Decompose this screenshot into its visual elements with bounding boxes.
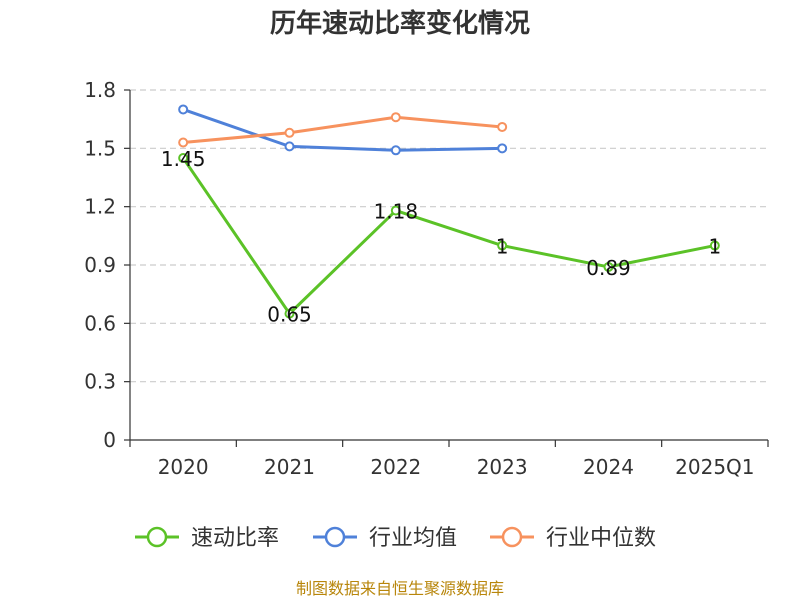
y-tick-label: 0 [103, 428, 116, 452]
data-label: 1 [708, 235, 721, 259]
legend-item: 行业中位数 [490, 526, 656, 551]
data-label: 0.89 [586, 256, 631, 280]
grid-lines [130, 89, 768, 383]
source-note: 制图数据来自恒生聚源数据库 [296, 579, 504, 598]
x-tick-label: 2023 [477, 455, 528, 479]
series-lines [178, 104, 720, 319]
y-tick-label: 0.3 [84, 370, 116, 394]
data-labels: 1.45 0.65 1.18 1 0.89 1 [161, 147, 721, 327]
x-tick-label: 2021 [264, 455, 315, 479]
legend-item: 行业均值 [313, 526, 457, 551]
series-line-2 [183, 115, 503, 144]
data-label: 1 [496, 235, 509, 259]
y-tick-label: 1.8 [84, 78, 116, 102]
data-point [709, 240, 720, 251]
data-point [284, 127, 295, 138]
data-point [390, 112, 401, 123]
data-point [178, 137, 189, 148]
x-tick-label: 2020 [158, 455, 209, 479]
legend-item: 速动比率 [135, 526, 279, 551]
legend: 速动比率 行业均值 行业中位数 [135, 526, 656, 551]
data-point [178, 153, 189, 164]
data-point [390, 205, 401, 216]
x-tick-label: 2024 [583, 455, 634, 479]
legend-marker [146, 526, 168, 548]
data-point [284, 308, 295, 319]
data-label: 1.18 [374, 200, 419, 224]
y-tick-label: 0.6 [84, 311, 116, 335]
data-point [497, 121, 508, 132]
data-point [178, 104, 189, 115]
data-point [284, 141, 295, 152]
data-label: 0.65 [267, 303, 312, 327]
legend-label: 速动比率 [191, 526, 279, 551]
data-label: 1.45 [161, 147, 206, 171]
axes: 0 0.3 0.6 0.9 1.2 1.5 1.8 2020 2021 2022 2023 2024 2… [84, 78, 769, 479]
series-line-0 [181, 157, 716, 316]
y-tick-label: 1.2 [84, 195, 116, 219]
y-tick-label: 1.5 [84, 136, 116, 160]
legend-marker [501, 526, 523, 548]
legend-label: 行业均值 [369, 526, 457, 551]
data-point [603, 261, 614, 272]
series-line-1 [182, 108, 503, 152]
legend-label: 行业中位数 [546, 526, 656, 551]
data-point [497, 240, 508, 251]
legend-marker [324, 526, 346, 548]
data-point [390, 145, 401, 156]
y-tick-label: 0.9 [84, 253, 116, 277]
x-tick-label: 2025Q1 [675, 455, 754, 479]
data-point [497, 143, 508, 154]
x-tick-label: 2022 [370, 455, 421, 479]
chart-title: 历年速动比率变化情况 [270, 8, 530, 39]
